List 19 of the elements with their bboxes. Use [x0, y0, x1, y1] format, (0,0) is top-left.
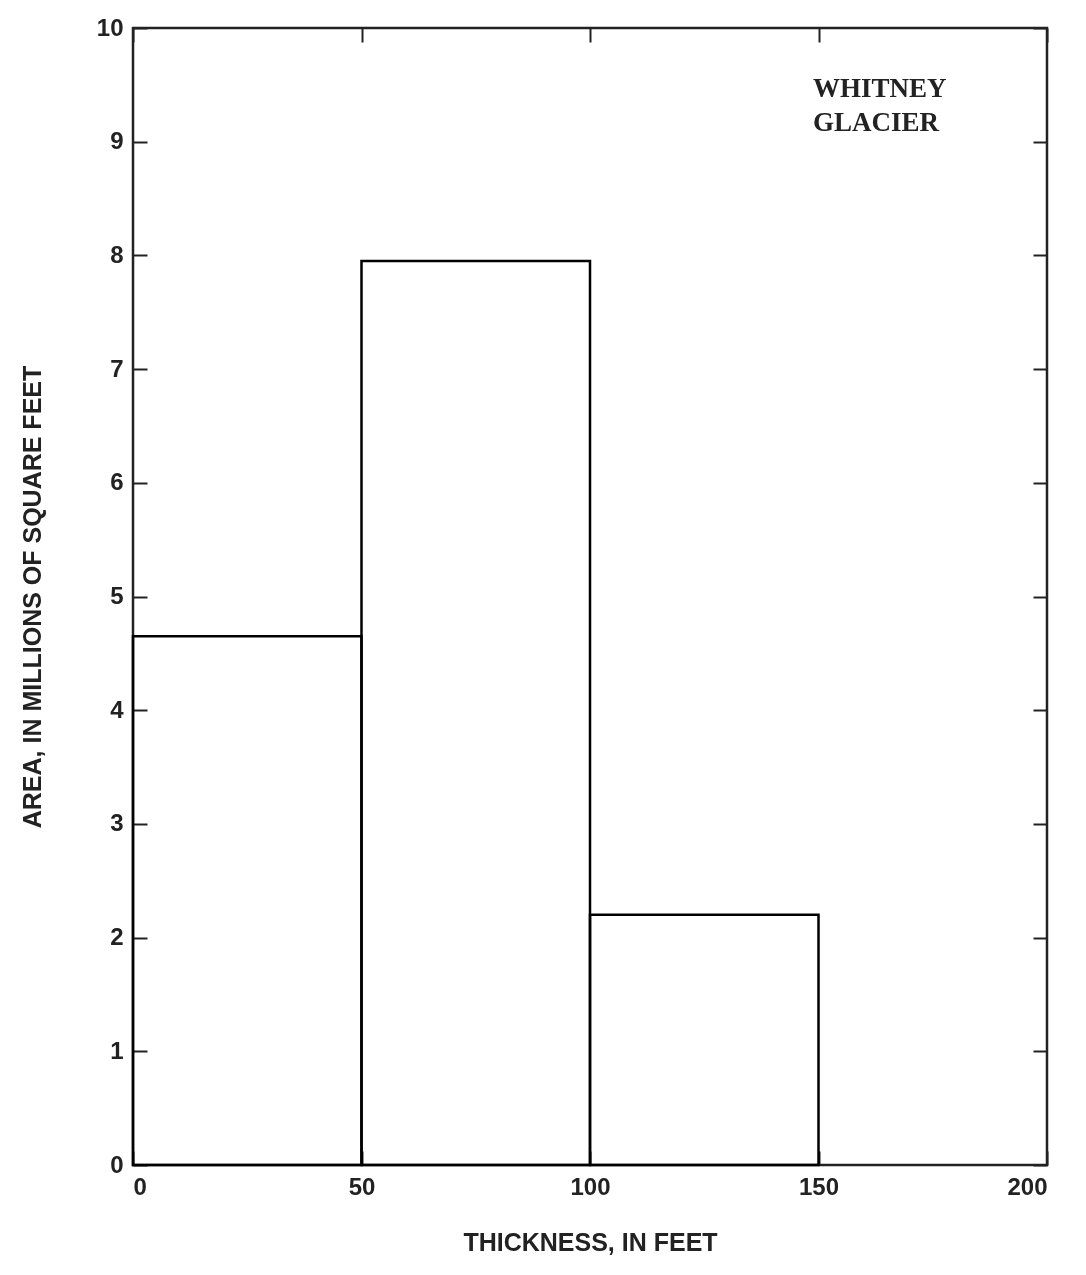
x-tick-label: 100 [570, 1172, 611, 1200]
y-axis-title: AREA, IN MILLIONS OF SQUARE FEET [17, 365, 46, 829]
y-tick-label: 4 [110, 695, 125, 723]
y-tick-label: 7 [110, 354, 124, 382]
y-tick-label: 5 [110, 582, 124, 609]
x-tick-label: 0 [133, 1172, 147, 1200]
x-axis-title: THICKNESS, IN FEET [463, 1227, 718, 1256]
annotation: WHITNEY GLACIER [813, 73, 947, 137]
x-tick-label: 50 [348, 1172, 376, 1200]
y-tick-label: 10 [96, 13, 124, 41]
y-tick-label: 6 [110, 468, 124, 496]
y-tick-label: 2 [110, 923, 124, 951]
y-tick-label: 9 [110, 127, 124, 155]
x-tick-label: 200 [1007, 1172, 1048, 1200]
y-tick-label: 0 [110, 1150, 124, 1178]
y-tick-label: 8 [110, 240, 124, 268]
y-tick-label: 3 [110, 809, 124, 837]
x-tick-label: 150 [798, 1172, 840, 1200]
y-tick-label: 1 [110, 1036, 124, 1064]
